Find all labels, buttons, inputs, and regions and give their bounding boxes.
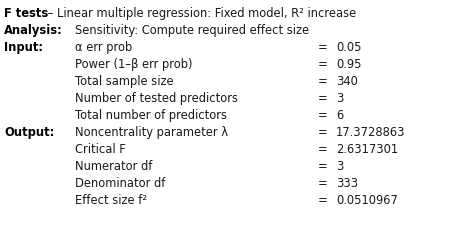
Text: – Linear multiple regression: Fixed model, R² increase: – Linear multiple regression: Fixed mode… [44,7,356,20]
Text: 17.3728863: 17.3728863 [336,126,405,138]
Text: =: = [318,92,328,105]
Text: =: = [318,193,328,206]
Text: F tests: F tests [4,7,48,20]
Text: Total sample size: Total sample size [75,75,173,88]
Text: =: = [318,126,328,138]
Text: =: = [318,58,328,71]
Text: Number of tested predictors: Number of tested predictors [75,92,238,105]
Text: Analysis:: Analysis: [4,24,63,37]
Text: 0.05: 0.05 [336,41,362,54]
Text: =: = [318,41,328,54]
Text: Output:: Output: [4,126,54,138]
Text: Noncentrality parameter λ: Noncentrality parameter λ [75,126,228,138]
Text: 0.0510967: 0.0510967 [336,193,398,206]
Text: =: = [318,109,328,121]
Text: Sensitivity: Compute required effect size: Sensitivity: Compute required effect siz… [75,24,309,37]
Text: =: = [318,75,328,88]
Text: Critical F: Critical F [75,142,126,155]
Text: Denominator df: Denominator df [75,176,165,189]
Text: Input:: Input: [4,41,43,54]
Text: 333: 333 [336,176,358,189]
Text: 0.95: 0.95 [336,58,362,71]
Text: Numerator df: Numerator df [75,159,152,172]
Text: 3: 3 [336,92,343,105]
Text: 3: 3 [336,159,343,172]
Text: 2.6317301: 2.6317301 [336,142,398,155]
Text: =: = [318,159,328,172]
Text: 6: 6 [336,109,343,121]
Text: α err prob: α err prob [75,41,132,54]
Text: =: = [318,176,328,189]
Text: Effect size f²: Effect size f² [75,193,147,206]
Text: =: = [318,142,328,155]
Text: Total number of predictors: Total number of predictors [75,109,227,121]
Text: Power (1–β err prob): Power (1–β err prob) [75,58,192,71]
Text: 340: 340 [336,75,358,88]
